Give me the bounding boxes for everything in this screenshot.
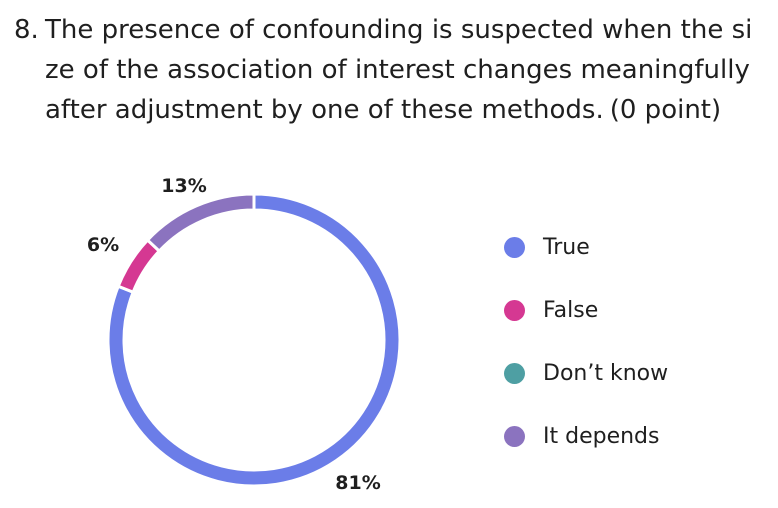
chart-legend: True False Don’t know It depends (504, 228, 668, 480)
legend-swatch (504, 236, 525, 258)
legend-label: Don’t know (543, 360, 669, 386)
question: 8. The presence of confounding is suspec… (14, 10, 764, 130)
legend-swatch (504, 299, 525, 321)
donut-slices (106, 192, 402, 488)
question-points: (0 point) (609, 95, 722, 125)
question-body: The presence of confounding is suspected… (45, 15, 753, 125)
legend-item-it-depends: It depends (504, 417, 668, 455)
legend-item-false: False (504, 291, 668, 329)
donut-data-labels: 81% 6% 13% (87, 175, 381, 494)
legend-label: True (543, 234, 590, 260)
data-label-false: 6% (87, 234, 119, 256)
legend-item-don-t-know: Don’t know (504, 354, 668, 392)
legend-swatch (504, 425, 525, 447)
slice-it-depends (145, 192, 256, 254)
question-number: 8. (14, 15, 39, 45)
question-text: The presence of confounding is suspected… (45, 10, 764, 130)
legend-item-true: True (504, 228, 668, 266)
slice-false (116, 237, 162, 295)
data-label-it-depends: 13% (161, 175, 206, 197)
legend-label: It depends (543, 423, 660, 449)
legend-swatch (504, 362, 525, 384)
data-label-true: 81% (335, 472, 380, 494)
legend-label: False (543, 297, 599, 323)
